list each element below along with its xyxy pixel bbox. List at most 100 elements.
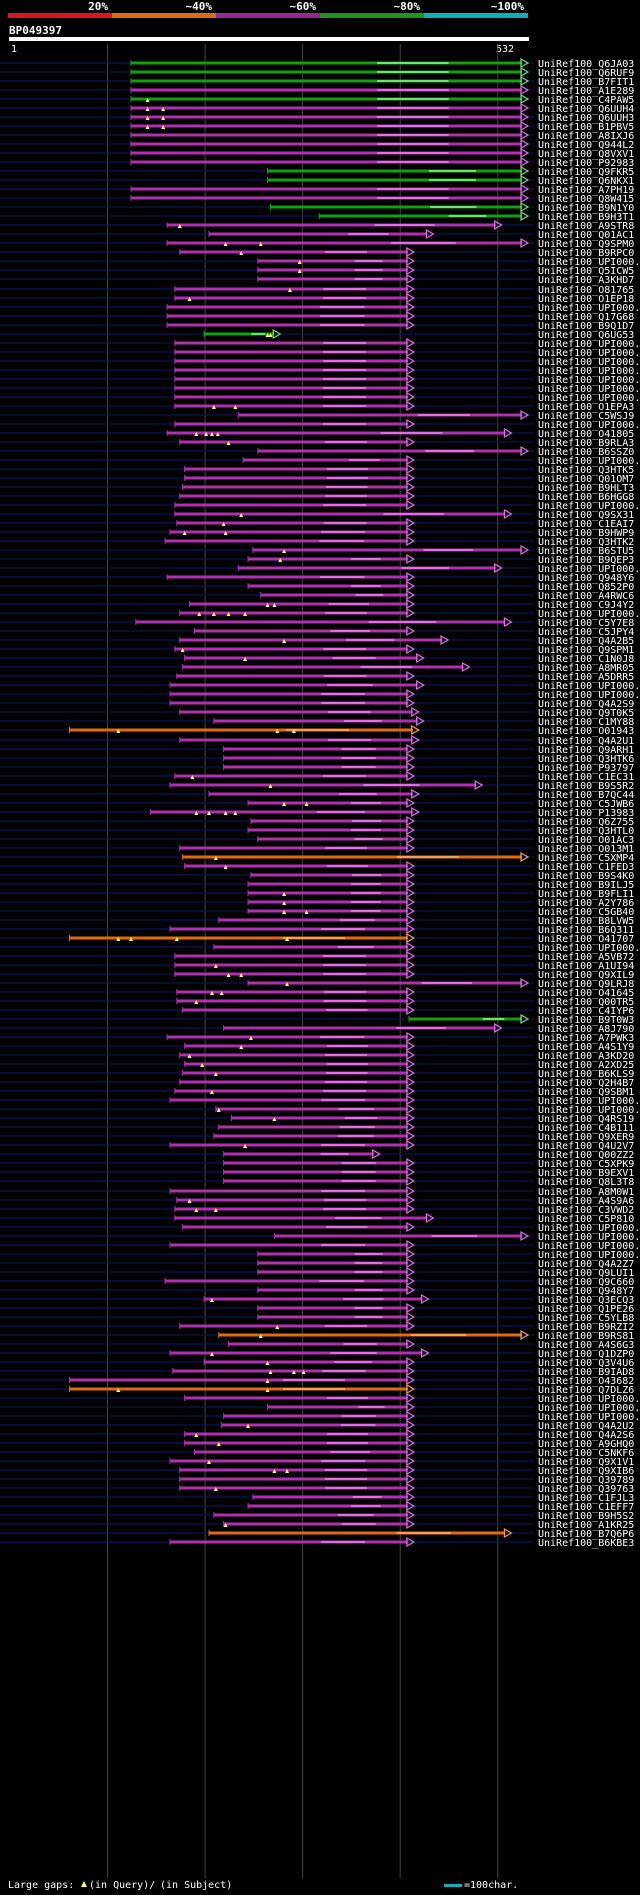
hit-label[interactable]: UniRef100_Q3ECQ3 (538, 1295, 634, 1306)
hit-row[interactable]: UniRef100_UPI000.. (0, 688, 640, 701)
hit-row[interactable]: UniRef100_Q6RUF9 (0, 66, 634, 79)
hit-row[interactable]: UniRef100_C5JWB6 (0, 797, 634, 810)
hit-label[interactable]: UniRef100_Q9FKR5 (538, 167, 634, 178)
hit-label[interactable]: UniRef100_A5DRR5 (538, 672, 634, 683)
hit-label[interactable]: UniRef100_C9J4Y2 (538, 600, 634, 611)
hit-label[interactable]: UniRef100_UPI000.. (538, 1403, 640, 1414)
hit-row[interactable]: UniRef100_Q01OM7 (0, 472, 634, 485)
hit-row[interactable]: UniRef100_Q9SBM1 (0, 1085, 634, 1098)
hit-row[interactable]: UniRef100_C1FED3 (0, 860, 634, 873)
hit-label[interactable]: UniRef100_C5JPY4 (538, 627, 634, 638)
hit-label[interactable]: UniRef100_C4PAW5 (538, 95, 634, 106)
hit-label[interactable]: UniRef100_Q6NKX1 (538, 176, 634, 187)
hit-label[interactable]: UniRef100_O41645 (538, 988, 634, 999)
hit-row[interactable]: UniRef100_A1E289 (0, 84, 634, 97)
hit-label[interactable]: UniRef100_C1EFF7 (538, 1502, 634, 1513)
hit-label[interactable]: UniRef100_O43682 (538, 1376, 634, 1387)
hit-label[interactable]: UniRef100_C1FJL3 (538, 1493, 634, 1504)
hit-row[interactable]: UniRef100_C4IYP6 (0, 1004, 634, 1017)
hit-row[interactable]: UniRef100_O43682 (0, 1374, 634, 1387)
hit-row[interactable]: UniRef100_O1EP18 (0, 292, 634, 305)
hit-row[interactable]: UniRef100_B9S4K0 (0, 869, 634, 882)
hit-label[interactable]: UniRef100_B9H5S2 (538, 1511, 634, 1522)
hit-label[interactable]: UniRef100_O1EPA3 (538, 402, 634, 413)
hit-label[interactable]: UniRef100_Q3V4U6 (538, 1358, 634, 1369)
hit-row[interactable]: UniRef100_UPI000.. (0, 337, 640, 350)
hit-row[interactable]: UniRef100_O013M1 (0, 842, 634, 855)
hit-row[interactable]: UniRef100_C5NKF6 (0, 1446, 634, 1459)
hit-label[interactable]: UniRef100_B9RLA3 (538, 438, 634, 449)
hit-label[interactable]: UniRef100_A9STR8 (538, 221, 634, 232)
hit-row[interactable]: UniRef100_A8IXJ6 (0, 129, 634, 142)
hit-label[interactable]: UniRef100_Q9X1V1 (538, 1457, 634, 1468)
hit-row[interactable]: UniRef100_C3VWD2 (0, 1203, 634, 1216)
hit-row[interactable]: UniRef100_Q9XER9 (0, 1130, 634, 1143)
hit-row[interactable]: UniRef100_B9HWP9 (0, 526, 634, 539)
hit-label[interactable]: UniRef100_Q17G68 (538, 312, 634, 323)
hit-row[interactable]: UniRef100_Q948Y7 (0, 1284, 634, 1297)
hit-row[interactable]: UniRef100_B8LVW5 (0, 914, 634, 927)
hit-label[interactable]: UniRef100_UPI000.. (538, 456, 640, 467)
hit-row[interactable]: UniRef100_UPI000.. (0, 1094, 640, 1107)
hit-label[interactable]: UniRef100_O01943 (538, 726, 634, 737)
hit-label[interactable]: UniRef100_Q9SPM0 (538, 239, 634, 250)
hit-label[interactable]: UniRef100_UPI000.. (538, 257, 640, 268)
hit-label[interactable]: UniRef100_UPI000.. (538, 348, 640, 359)
hit-row[interactable]: UniRef100_UPI000.. (0, 1410, 640, 1423)
hit-label[interactable]: UniRef100_UPI000.. (538, 609, 640, 620)
hit-row[interactable]: UniRef100_Q9SPM1 (0, 643, 634, 656)
hit-label[interactable]: UniRef100_A9GHQ0 (538, 1439, 634, 1450)
hit-label[interactable]: UniRef100_Q4A2B5 (538, 636, 634, 647)
hit-label[interactable]: UniRef100_P93797 (538, 763, 634, 774)
hit-row[interactable]: UniRef100_Q3V4U6 (0, 1356, 634, 1369)
hit-row[interactable]: UniRef100_B9H5S2 (0, 1509, 634, 1522)
hit-label[interactable]: UniRef100_A7PH19 (538, 185, 634, 196)
hit-row[interactable]: UniRef100_Q9LUI1 (0, 1266, 634, 1279)
hit-row[interactable]: UniRef100_Q6JA03 (0, 57, 634, 70)
hit-row[interactable]: UniRef100_Q17G68 (0, 310, 634, 323)
hit-label[interactable]: UniRef100_O81765 (538, 285, 634, 296)
hit-label[interactable]: UniRef100_Q8VXV1 (538, 149, 634, 160)
hit-label[interactable]: UniRef100_C1EC31 (538, 772, 634, 783)
hit-label[interactable]: UniRef100_B7QC44 (538, 790, 634, 801)
hit-row[interactable]: UniRef100_Q4A2Z7 (0, 1257, 634, 1270)
hit-row[interactable]: UniRef100_B7FIT1 (0, 75, 634, 88)
hit-row[interactable]: UniRef100_UPI000.. (0, 1103, 640, 1116)
hit-label[interactable]: UniRef100_Q4A2Z7 (538, 1259, 634, 1270)
hit-row[interactable]: UniRef100_Q948Y6 (0, 571, 634, 584)
hit-label[interactable]: UniRef100_Q4A2U2 (538, 1421, 634, 1432)
hit-row[interactable]: UniRef100_Q4A2S6 (0, 1428, 634, 1441)
hit-row[interactable]: UniRef100_Q6UUH3 (0, 111, 634, 124)
hit-row[interactable]: UniRef100_C5GB40 (0, 905, 634, 918)
hit-label[interactable]: UniRef100_C5XMP4 (538, 853, 634, 864)
hit-row[interactable]: UniRef100_B9H3T1 (0, 210, 634, 223)
hit-label[interactable]: UniRef100_UPI000.. (538, 681, 640, 692)
hit-row[interactable]: UniRef100_P92983 (0, 156, 634, 169)
hit-label[interactable]: UniRef100_Q1PE26 (538, 1304, 634, 1315)
hit-row[interactable]: UniRef100_Q852P0 (0, 580, 634, 593)
hit-row[interactable]: UniRef100_UPI000.. (0, 418, 640, 431)
hit-row[interactable]: UniRef100_A4S9A6 (0, 1194, 634, 1207)
hit-label[interactable]: UniRef100_C5JWB6 (538, 799, 634, 810)
hit-row[interactable]: UniRef100_A7PWK3 (0, 1031, 634, 1044)
hit-row[interactable]: UniRef100_UPI000.. (0, 1401, 640, 1414)
hit-row[interactable]: UniRef100_UPI000.. (0, 255, 640, 268)
hit-row[interactable]: UniRef100_Q8W415 (0, 192, 634, 205)
hit-label[interactable]: UniRef100_B9ILJ5 (538, 880, 634, 891)
hit-row[interactable]: UniRef100_B9EXV1 (0, 1166, 634, 1179)
hit-label[interactable]: UniRef100_B9IAD8 (538, 1367, 634, 1378)
hit-row[interactable]: UniRef100_Q2H4B7 (0, 1076, 634, 1089)
hit-label[interactable]: UniRef100_A2Y786 (538, 898, 634, 909)
hit-row[interactable]: UniRef100_B9FLI1 (0, 887, 634, 900)
hit-row[interactable]: UniRef100_Q4U2V7 (0, 1139, 634, 1152)
hit-row[interactable]: UniRef100_O41805 (0, 427, 634, 440)
hit-row[interactable]: UniRef100_B6STU5 (0, 544, 634, 557)
hit-label[interactable]: UniRef100_Q9SPM1 (538, 645, 634, 656)
hit-label[interactable]: UniRef100_Q39789 (538, 1475, 634, 1486)
hit-label[interactable]: UniRef100_B6SSZ0 (538, 447, 634, 458)
hit-label[interactable]: UniRef100_Q3HTK6 (538, 754, 634, 765)
hit-label[interactable]: UniRef100_A1KR25 (538, 1520, 634, 1531)
hit-label[interactable]: UniRef100_UPI000.. (538, 393, 640, 404)
hit-label[interactable]: UniRef100_C5Y7E8 (538, 618, 634, 629)
hit-row[interactable]: UniRef100_B9HLT3 (0, 481, 634, 494)
